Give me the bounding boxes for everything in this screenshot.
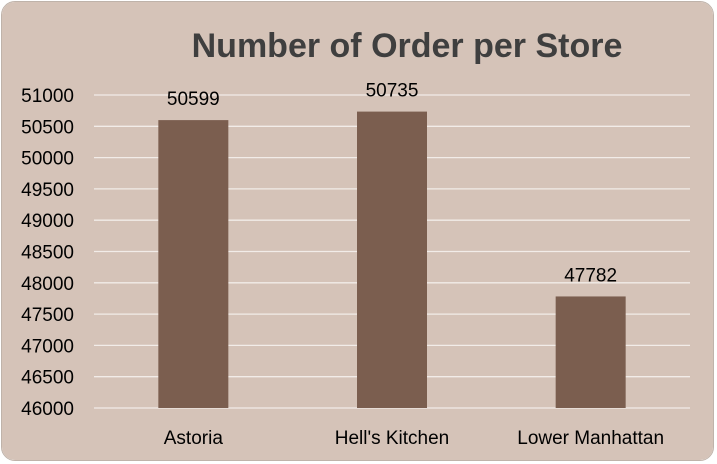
bars	[158, 111, 626, 409]
data-label: 50735	[366, 81, 419, 102]
category-label: Lower Manhattan	[517, 428, 664, 449]
y-tick-label: 51000	[21, 86, 74, 107]
category-label: Astoria	[164, 428, 224, 449]
y-tick-label: 46500	[21, 368, 74, 389]
data-label: 50599	[167, 89, 220, 110]
y-tick-label: 50500	[21, 117, 74, 138]
bar	[357, 111, 427, 409]
bar	[158, 120, 229, 408]
data-label: 47782	[564, 265, 617, 286]
y-tick-label: 47500	[21, 305, 74, 326]
labels: 46000 46500 47000 47500 48000 48500 49000 49500…	[21, 81, 664, 449]
y-tick-label: 49000	[21, 211, 74, 232]
bar	[555, 296, 626, 408]
y-tick-label: 46000	[21, 399, 74, 420]
chart-title: Number of Order per Store	[192, 27, 623, 65]
y-tick-label: 50000	[21, 149, 74, 170]
y-tick-label: 48000	[21, 274, 74, 295]
y-tick-label: 49500	[21, 180, 74, 201]
category-label: Hell's Kitchen	[335, 428, 450, 449]
y-tick-label: 48500	[21, 243, 74, 264]
y-tick-label: 47000	[21, 336, 74, 357]
